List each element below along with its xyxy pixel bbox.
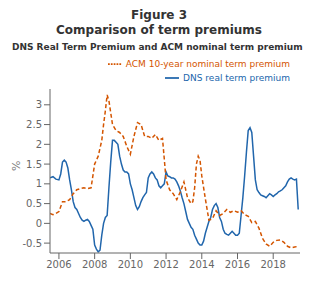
svg-text:2010: 2010 <box>118 259 143 270</box>
svg-text:2012: 2012 <box>153 259 178 270</box>
html-text:DNS real term premium: DNS real term premium <box>183 72 290 83</box>
html-text:DNS Real Term Premium and ACM: DNS Real Term Premium and ACM nominal te… <box>12 42 303 52</box>
html-text:Comparison of term premiums: Comparison of term premiums <box>56 23 262 37</box>
svg-text:-0.5: -0.5 <box>22 238 42 249</box>
svg-text:1: 1 <box>36 178 42 189</box>
html-text:Figure 3: Figure 3 <box>131 8 187 22</box>
svg-text:2016: 2016 <box>225 259 250 270</box>
svg-text:0: 0 <box>36 218 42 229</box>
svg-text:2: 2 <box>36 139 42 150</box>
svg-text:2018: 2018 <box>260 259 285 270</box>
svg-text:3: 3 <box>36 99 42 110</box>
html-text:ACM 10-year nominal term premi: ACM 10-year nominal term premium <box>125 58 290 69</box>
svg-text:2008: 2008 <box>82 259 107 270</box>
svg-text:0.5: 0.5 <box>26 198 42 209</box>
svg-text:2014: 2014 <box>189 259 214 270</box>
svg-text:2.5: 2.5 <box>26 119 42 130</box>
svg-text:1.5: 1.5 <box>26 159 42 170</box>
svg-text:%: % <box>10 161 23 171</box>
svg-text:2006: 2006 <box>46 259 71 270</box>
